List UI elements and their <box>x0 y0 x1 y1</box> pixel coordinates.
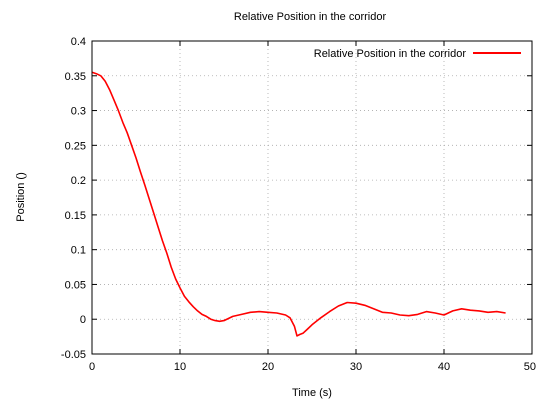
y-tick-label: 0.1 <box>71 245 86 257</box>
plot-frame <box>91 40 533 355</box>
y-tick-label: 0 <box>80 314 86 326</box>
y-tick-label: 0.25 <box>65 140 86 152</box>
y-axis-title: Position () <box>15 172 27 222</box>
y-tick-label: 0.35 <box>65 71 86 83</box>
chart-title: Relative Position in the corridor <box>234 11 387 23</box>
x-tick-label: 20 <box>262 361 274 373</box>
x-axis-title: Time (s) <box>292 387 332 399</box>
y-tick-label: 0.4 <box>71 36 86 48</box>
legend: Relative Position in the corridor <box>314 48 521 60</box>
y-tick-label: 0.15 <box>65 210 86 222</box>
x-tick-label: 50 <box>524 361 536 373</box>
x-tick-label: 40 <box>438 361 450 373</box>
x-tick-label: 10 <box>174 361 186 373</box>
series-line <box>91 71 506 337</box>
y-tick-label: 0.3 <box>71 106 86 118</box>
y-tick-label: -0.05 <box>61 349 86 361</box>
series-layer <box>91 71 506 337</box>
y-tick-label: 0.2 <box>71 175 86 187</box>
y-tick-label: 0.05 <box>65 279 86 291</box>
legend-label: Relative Position in the corridor <box>314 48 467 60</box>
x-tick-label: 30 <box>350 361 362 373</box>
grid <box>92 41 532 354</box>
x-tick-label: 0 <box>89 361 95 373</box>
